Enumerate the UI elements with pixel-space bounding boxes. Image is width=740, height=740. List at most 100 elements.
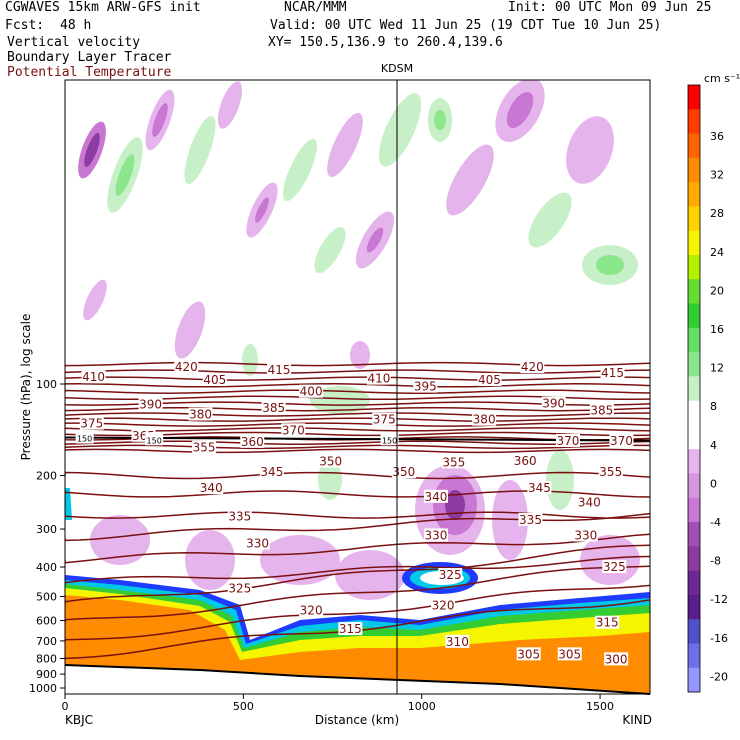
theta-label: 350 <box>392 465 415 479</box>
theta-label: 370 <box>610 434 633 448</box>
colorbar-swatch <box>688 497 700 523</box>
theta-label-bg <box>267 363 292 377</box>
terrain <box>65 665 650 700</box>
theta-contour <box>65 444 650 450</box>
theta-label: 310 <box>446 635 469 649</box>
field-vertical-velocity: Vertical velocity <box>7 35 141 50</box>
theta-label-bg <box>366 371 391 385</box>
forecast-label: Fcst: <box>5 18 45 33</box>
colorbar-swatch <box>688 206 700 232</box>
theta-contour <box>65 544 650 605</box>
y-tick-label: 700 <box>36 635 57 648</box>
theta-label-bg <box>600 365 625 379</box>
theta-label-bg <box>380 432 399 446</box>
theta-label-bg <box>541 396 566 410</box>
theta-label-bg <box>75 430 94 444</box>
theta-label-bg <box>527 481 552 495</box>
theta-label: 330 <box>246 537 269 551</box>
y-tick-label: 300 <box>36 523 57 536</box>
theta-label: 345 <box>260 465 283 479</box>
colorbar-tick-label: 28 <box>710 207 724 220</box>
theta-label-bg <box>609 434 634 448</box>
colorbar-tick-label: 32 <box>710 169 724 182</box>
theta-label-bg <box>188 407 213 421</box>
theta-label: 150 <box>77 435 92 444</box>
theta-label-bg <box>431 598 456 612</box>
y-tick-label: 500 <box>36 590 57 603</box>
theta-label-bg <box>438 568 463 582</box>
theta-label: 305 <box>558 647 581 661</box>
theta-label: 370 <box>282 423 305 437</box>
theta-label-bg <box>598 465 623 479</box>
theta-contour <box>65 533 650 564</box>
theta-label: 315 <box>339 622 362 636</box>
theta-label: 320 <box>432 598 455 612</box>
valid-time: Valid: 00 UTC Wed 11 Jun 25 (19 CDT Tue … <box>270 18 662 33</box>
colorbar-swatch <box>688 133 700 159</box>
theta-label-bg <box>138 397 163 411</box>
theta-label: 355 <box>442 455 465 469</box>
theta-label-bg <box>202 372 227 386</box>
theta-label: 415 <box>601 366 624 380</box>
colorbar-swatch <box>688 327 700 353</box>
theta-label: 390 <box>542 397 565 411</box>
theta-label-bg <box>259 465 284 479</box>
theta-label-bg <box>299 603 324 617</box>
theta-contour <box>65 417 650 422</box>
theta-contour <box>65 369 650 374</box>
colorbar-swatch <box>688 85 700 110</box>
y-tick-label: 600 <box>36 615 57 628</box>
theta-label: 380 <box>189 408 212 422</box>
theta-label: 325 <box>228 581 251 595</box>
theta-contour <box>65 471 650 480</box>
theta-label: 395 <box>414 380 437 394</box>
right-endpoint: KIND <box>622 713 652 727</box>
theta-label-bg <box>445 634 470 648</box>
theta-label: 355 <box>599 465 622 479</box>
theta-label: 415 <box>268 363 291 377</box>
theta-label-bg <box>573 528 598 542</box>
theta-label: 345 <box>528 481 551 495</box>
colorbar-swatch <box>688 546 700 572</box>
colorbar-tick-label: 12 <box>710 362 724 375</box>
theta-label: 330 <box>574 528 597 542</box>
theta-label-bg <box>192 440 217 454</box>
theta-label: 335 <box>228 510 251 524</box>
theta-label: 360 <box>514 454 537 468</box>
colorbar-swatch <box>688 570 700 596</box>
theta-label-bg <box>318 454 343 468</box>
theta-label: 385 <box>262 401 285 415</box>
colorbar-frame <box>687 84 701 693</box>
field-potential-temperature: Potential Temperature <box>7 65 172 80</box>
theta-label: 380 <box>473 413 496 427</box>
theta-label: 370 <box>557 434 580 448</box>
theta-label-bg <box>79 416 104 430</box>
theta-labels: 420 415 410 405 410 395 405 420 415 400 390 385 390 3… <box>75 360 634 666</box>
theta-label: 375 <box>80 417 103 431</box>
colorbar-tick-label: 36 <box>710 130 724 143</box>
theta-contour <box>65 512 650 542</box>
theta-contour <box>65 361 650 367</box>
theta-label: 340 <box>200 481 223 495</box>
theta-label-bg <box>518 512 543 526</box>
theta-label: 300 <box>605 652 628 666</box>
theta-label: 330 <box>425 528 448 542</box>
theta-label: 320 <box>300 603 323 617</box>
theta-label-bg <box>602 560 627 574</box>
colorbar-swatch <box>688 400 700 426</box>
theta-label: 360 <box>241 435 264 449</box>
theta-label: 405 <box>478 373 501 387</box>
colorbar-unit: cm s⁻¹ <box>704 72 740 85</box>
plot-frame <box>64 79 651 695</box>
theta-label: 335 <box>519 513 542 527</box>
theta-label-bg <box>227 509 252 523</box>
colorbar-tick-label: 0 <box>710 477 717 490</box>
theta-label-bg <box>589 403 614 417</box>
theta-label-bg <box>520 360 545 374</box>
theta-label-bg <box>145 432 164 446</box>
theta-label-bg <box>595 615 620 629</box>
theta-label: 150 <box>147 436 162 445</box>
x-axis: 0 500 1000 1500 <box>62 694 614 713</box>
colorbar-tick-label: -4 <box>710 516 721 529</box>
theta-label-bg <box>281 423 306 437</box>
